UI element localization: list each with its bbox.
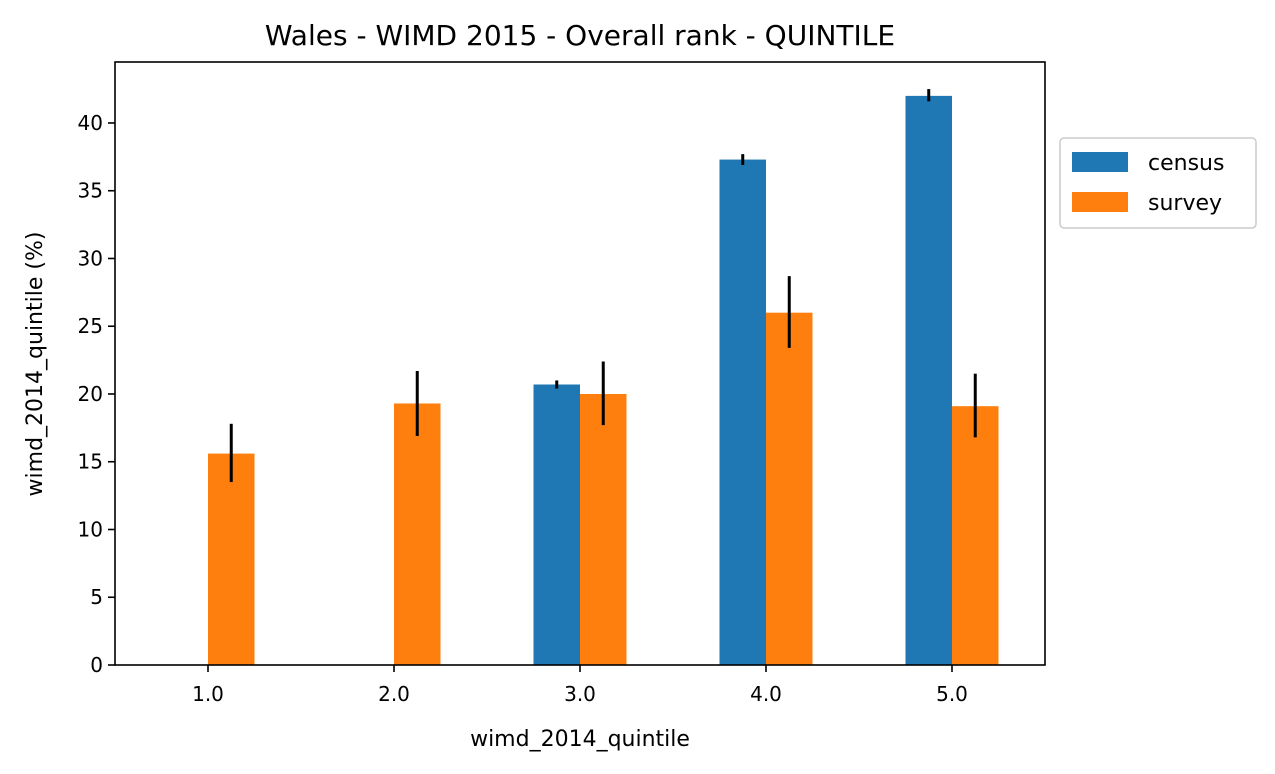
x-tick-label: 5.0 bbox=[936, 682, 968, 706]
y-tick-label: 40 bbox=[78, 111, 103, 135]
x-axis-label: wimd_2014_quintile bbox=[470, 727, 690, 752]
y-tick-label: 25 bbox=[78, 314, 103, 338]
y-axis-label: wimd_2014_quintile (%) bbox=[23, 232, 48, 497]
bar-survey-4.0 bbox=[766, 312, 813, 665]
bar-survey-5.0 bbox=[952, 406, 999, 665]
x-tick-label: 1.0 bbox=[192, 682, 224, 706]
chart-title: Wales - WIMD 2015 - Overall rank - QUINT… bbox=[265, 19, 895, 52]
bar-census-3.0 bbox=[533, 384, 580, 665]
y-tick-label: 5 bbox=[90, 585, 103, 609]
y-tick-label: 10 bbox=[78, 517, 103, 541]
x-tick-label: 4.0 bbox=[750, 682, 782, 706]
y-tick-label: 20 bbox=[78, 382, 103, 406]
x-tick-label: 3.0 bbox=[564, 682, 596, 706]
legend-label-survey: survey bbox=[1148, 191, 1222, 216]
bar-census-4.0 bbox=[719, 159, 766, 666]
bar-survey-2.0 bbox=[394, 403, 441, 665]
y-tick-label: 30 bbox=[78, 246, 103, 270]
legend-swatch-survey bbox=[1072, 192, 1128, 212]
x-tick-label: 2.0 bbox=[378, 682, 410, 706]
legend-swatch-census bbox=[1072, 152, 1128, 172]
y-tick-label: 15 bbox=[78, 450, 103, 474]
bar-census-5.0 bbox=[905, 95, 952, 665]
y-tick-label: 0 bbox=[90, 653, 103, 677]
bar-survey-3.0 bbox=[580, 393, 627, 665]
bar-survey-1.0 bbox=[208, 453, 255, 665]
legend-label-census: census bbox=[1148, 151, 1224, 176]
y-tick-label: 35 bbox=[78, 179, 103, 203]
legend: census survey bbox=[1059, 137, 1257, 229]
